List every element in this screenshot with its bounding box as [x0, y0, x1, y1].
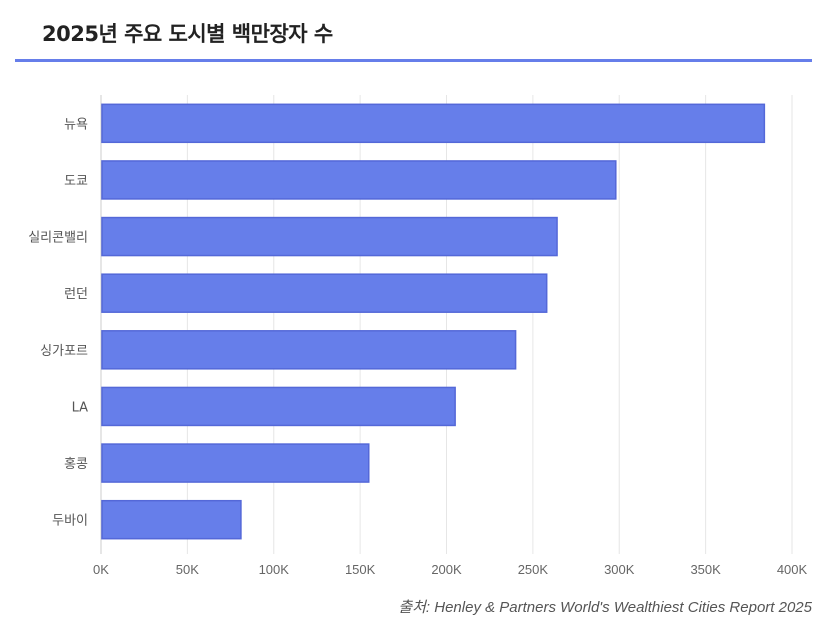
x-tick-label: 300K [604, 562, 635, 577]
bar [101, 103, 766, 144]
x-tick-label: 0K [93, 562, 109, 577]
bar [101, 443, 370, 483]
bar [101, 216, 558, 257]
y-category-label: 두바이 [52, 514, 88, 529]
chart-title: 2025년 주요 도시별 백만장자 수 [42, 22, 333, 46]
y-category-label: 싱가포르 [40, 344, 88, 359]
bar [101, 386, 456, 427]
x-tick-label: 250K [518, 562, 549, 577]
source-note: 출처: Henley & Partners World's Wealthiest… [398, 599, 812, 616]
bar [101, 330, 517, 370]
y-category-label: LA [72, 400, 89, 415]
x-tick-label: 350K [690, 562, 721, 577]
x-tick-label: 100K [259, 562, 290, 577]
title-underline [15, 59, 812, 62]
x-tick-label: 200K [431, 562, 462, 577]
x-tick-label: 150K [345, 562, 376, 577]
y-category-label: 실리콘밸리 [28, 231, 88, 246]
bar [101, 160, 617, 200]
bar [101, 273, 548, 313]
y-category-label: 홍콩 [64, 457, 88, 472]
bar [101, 499, 242, 540]
x-tick-label: 400K [777, 562, 808, 577]
y-category-label: 뉴욕 [64, 117, 88, 132]
x-tick-label: 50K [176, 562, 199, 577]
y-category-label: 도쿄 [64, 174, 88, 189]
y-category-label: 런던 [64, 287, 88, 302]
